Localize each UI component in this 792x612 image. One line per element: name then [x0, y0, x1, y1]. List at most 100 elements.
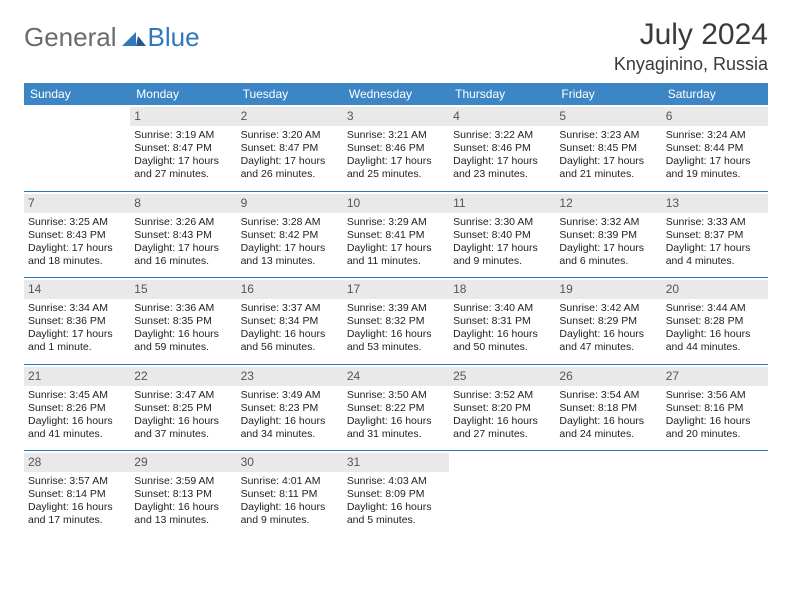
- daylight-text: and 1 minute.: [28, 341, 126, 354]
- sunrise-text: Sunrise: 3:37 AM: [241, 302, 339, 315]
- sunrise-text: Sunrise: 3:49 AM: [241, 389, 339, 402]
- daylight-text: and 50 minutes.: [453, 341, 551, 354]
- sunrise-text: Sunrise: 3:30 AM: [453, 216, 551, 229]
- daylight-text: and 17 minutes.: [28, 514, 126, 527]
- daylight-text: and 26 minutes.: [241, 168, 339, 181]
- day-number: 2: [237, 107, 343, 126]
- daylight-text: and 19 minutes.: [666, 168, 764, 181]
- day-number: 16: [237, 280, 343, 299]
- daylight-text: Daylight: 17 hours: [28, 242, 126, 255]
- sunrise-text: Sunrise: 3:25 AM: [28, 216, 126, 229]
- calendar-table: SundayMondayTuesdayWednesdayThursdayFrid…: [24, 83, 768, 537]
- calendar-day-cell: 11Sunrise: 3:30 AMSunset: 8:40 PMDayligh…: [449, 192, 555, 278]
- calendar-day-cell: 29Sunrise: 3:59 AMSunset: 8:13 PMDayligh…: [130, 451, 236, 537]
- daylight-text: and 41 minutes.: [28, 428, 126, 441]
- sunset-text: Sunset: 8:23 PM: [241, 402, 339, 415]
- weekday-header: Friday: [555, 83, 661, 105]
- daylight-text: and 9 minutes.: [453, 255, 551, 268]
- sunrise-text: Sunrise: 4:01 AM: [241, 475, 339, 488]
- sunset-text: Sunset: 8:29 PM: [559, 315, 657, 328]
- daylight-text: Daylight: 16 hours: [134, 415, 232, 428]
- weekday-header: Monday: [130, 83, 236, 105]
- calendar-week-row: 7Sunrise: 3:25 AMSunset: 8:43 PMDaylight…: [24, 192, 768, 278]
- sunset-text: Sunset: 8:39 PM: [559, 229, 657, 242]
- sunrise-text: Sunrise: 3:44 AM: [666, 302, 764, 315]
- daylight-text: Daylight: 16 hours: [28, 415, 126, 428]
- calendar-header-row: SundayMondayTuesdayWednesdayThursdayFrid…: [24, 83, 768, 105]
- sunset-text: Sunset: 8:18 PM: [559, 402, 657, 415]
- weekday-header: Sunday: [24, 83, 130, 105]
- sunset-text: Sunset: 8:37 PM: [666, 229, 764, 242]
- calendar-day-cell: 22Sunrise: 3:47 AMSunset: 8:25 PMDayligh…: [130, 365, 236, 451]
- daylight-text: and 23 minutes.: [453, 168, 551, 181]
- daylight-text: and 34 minutes.: [241, 428, 339, 441]
- sunset-text: Sunset: 8:36 PM: [28, 315, 126, 328]
- day-number: 26: [555, 367, 661, 386]
- calendar-day-cell: [555, 451, 661, 537]
- calendar-day-cell: 13Sunrise: 3:33 AMSunset: 8:37 PMDayligh…: [662, 192, 768, 278]
- calendar-day-cell: [662, 451, 768, 537]
- daylight-text: and 25 minutes.: [347, 168, 445, 181]
- sunrise-text: Sunrise: 3:26 AM: [134, 216, 232, 229]
- calendar-day-cell: 1Sunrise: 3:19 AMSunset: 8:47 PMDaylight…: [130, 105, 236, 191]
- sunrise-text: Sunrise: 3:21 AM: [347, 129, 445, 142]
- daylight-text: Daylight: 16 hours: [559, 415, 657, 428]
- calendar-day-cell: 18Sunrise: 3:40 AMSunset: 8:31 PMDayligh…: [449, 278, 555, 364]
- sunrise-text: Sunrise: 3:47 AM: [134, 389, 232, 402]
- day-number: 3: [343, 107, 449, 126]
- calendar-week-row: 14Sunrise: 3:34 AMSunset: 8:36 PMDayligh…: [24, 278, 768, 364]
- day-number: 18: [449, 280, 555, 299]
- daylight-text: Daylight: 16 hours: [559, 328, 657, 341]
- sunset-text: Sunset: 8:40 PM: [453, 229, 551, 242]
- sunrise-text: Sunrise: 3:28 AM: [241, 216, 339, 229]
- calendar-day-cell: 9Sunrise: 3:28 AMSunset: 8:42 PMDaylight…: [237, 192, 343, 278]
- daylight-text: Daylight: 17 hours: [666, 155, 764, 168]
- daylight-text: Daylight: 16 hours: [347, 415, 445, 428]
- sunset-text: Sunset: 8:46 PM: [453, 142, 551, 155]
- daylight-text: and 9 minutes.: [241, 514, 339, 527]
- day-number: 13: [662, 194, 768, 213]
- sunset-text: Sunset: 8:32 PM: [347, 315, 445, 328]
- sunset-text: Sunset: 8:13 PM: [134, 488, 232, 501]
- daylight-text: Daylight: 16 hours: [347, 328, 445, 341]
- sunset-text: Sunset: 8:20 PM: [453, 402, 551, 415]
- month-title: July 2024: [614, 18, 768, 52]
- sunrise-text: Sunrise: 3:45 AM: [28, 389, 126, 402]
- sunrise-text: Sunrise: 3:24 AM: [666, 129, 764, 142]
- day-number: 14: [24, 280, 130, 299]
- weekday-header: Tuesday: [237, 83, 343, 105]
- brand-logo: General Blue: [24, 22, 200, 53]
- calendar-week-row: 21Sunrise: 3:45 AMSunset: 8:26 PMDayligh…: [24, 365, 768, 451]
- day-number: 19: [555, 280, 661, 299]
- daylight-text: Daylight: 17 hours: [559, 242, 657, 255]
- sunrise-text: Sunrise: 3:56 AM: [666, 389, 764, 402]
- daylight-text: Daylight: 16 hours: [241, 328, 339, 341]
- sunrise-text: Sunrise: 3:59 AM: [134, 475, 232, 488]
- brand-word-1: General: [24, 22, 117, 53]
- day-number: 8: [130, 194, 236, 213]
- sunrise-text: Sunrise: 3:54 AM: [559, 389, 657, 402]
- daylight-text: and 24 minutes.: [559, 428, 657, 441]
- daylight-text: Daylight: 16 hours: [347, 501, 445, 514]
- sunrise-text: Sunrise: 4:03 AM: [347, 475, 445, 488]
- sunset-text: Sunset: 8:42 PM: [241, 229, 339, 242]
- sunrise-text: Sunrise: 3:19 AM: [134, 129, 232, 142]
- calendar-week-row: 1Sunrise: 3:19 AMSunset: 8:47 PMDaylight…: [24, 105, 768, 191]
- calendar-day-cell: 21Sunrise: 3:45 AMSunset: 8:26 PMDayligh…: [24, 365, 130, 451]
- daylight-text: and 44 minutes.: [666, 341, 764, 354]
- daylight-text: and 27 minutes.: [134, 168, 232, 181]
- calendar-day-cell: [449, 451, 555, 537]
- daylight-text: Daylight: 17 hours: [453, 155, 551, 168]
- sunset-text: Sunset: 8:16 PM: [666, 402, 764, 415]
- calendar-day-cell: 4Sunrise: 3:22 AMSunset: 8:46 PMDaylight…: [449, 105, 555, 191]
- daylight-text: Daylight: 16 hours: [28, 501, 126, 514]
- calendar-day-cell: [24, 105, 130, 191]
- calendar-day-cell: 10Sunrise: 3:29 AMSunset: 8:41 PMDayligh…: [343, 192, 449, 278]
- sunrise-text: Sunrise: 3:22 AM: [453, 129, 551, 142]
- daylight-text: and 56 minutes.: [241, 341, 339, 354]
- sunrise-text: Sunrise: 3:29 AM: [347, 216, 445, 229]
- sunset-text: Sunset: 8:45 PM: [559, 142, 657, 155]
- location-text: Knyaginino, Russia: [614, 54, 768, 75]
- sunrise-text: Sunrise: 3:42 AM: [559, 302, 657, 315]
- sunrise-text: Sunrise: 3:33 AM: [666, 216, 764, 229]
